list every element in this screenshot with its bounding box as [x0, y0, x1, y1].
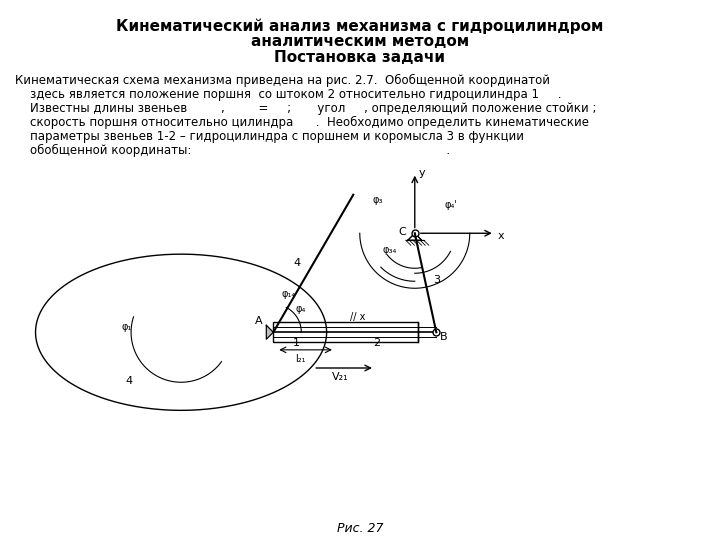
- Text: Кинематический анализ механизма с гидроцилиндром: Кинематический анализ механизма с гидроц…: [117, 18, 603, 33]
- Text: φ₃₄: φ₃₄: [383, 245, 397, 255]
- Text: C: C: [399, 227, 407, 237]
- Text: параметры звеньев 1-2 – гидроцилиндра с поршнем и коромысла 3 в функции: параметры звеньев 1-2 – гидроцилиндра с …: [15, 130, 524, 143]
- Text: V₂₁: V₂₁: [332, 372, 348, 382]
- Text: φ₄: φ₄: [295, 304, 306, 314]
- Text: φ₄': φ₄': [445, 200, 458, 210]
- Text: Рис. 27: Рис. 27: [337, 522, 383, 535]
- Text: x: x: [498, 231, 505, 241]
- Bar: [274, 322, 418, 342]
- Text: φ₁: φ₁: [121, 322, 132, 332]
- Polygon shape: [408, 233, 422, 240]
- Text: y: y: [419, 168, 426, 178]
- Text: здесь является положение поршня  со штоком 2 относительно гидроцилиндра 1     .: здесь является положение поршня со штоко…: [15, 88, 562, 101]
- Text: Постановка задачи: Постановка задачи: [274, 50, 446, 65]
- Text: φ₁₄: φ₁₄: [282, 289, 296, 299]
- Text: Известны длины звеньев         ,         =     ;       угол     , определяющий п: Известны длины звеньев , = ; угол , опре…: [15, 102, 596, 115]
- Text: l₂₁: l₂₁: [295, 354, 305, 364]
- Text: // x: // x: [350, 312, 366, 322]
- Text: 4: 4: [293, 258, 300, 267]
- Text: обобщенной координаты:                                                          : обобщенной координаты:: [15, 144, 450, 157]
- Text: φ₃: φ₃: [373, 195, 383, 205]
- Text: аналитическим методом: аналитическим методом: [251, 34, 469, 49]
- Text: 3: 3: [433, 275, 441, 285]
- Text: 4: 4: [126, 376, 133, 387]
- Text: Кинематическая схема механизма приведена на рис. 2.7.  Обобщенной координатой: Кинематическая схема механизма приведена…: [15, 74, 550, 87]
- Text: 2: 2: [373, 338, 380, 348]
- Text: A: A: [256, 316, 263, 326]
- Text: B: B: [441, 332, 448, 342]
- Text: скорость поршня относительно цилиндра      .  Необходимо определить кинематическ: скорость поршня относительно цилиндра . …: [15, 116, 589, 129]
- Text: 1: 1: [293, 338, 300, 348]
- Polygon shape: [266, 325, 274, 339]
